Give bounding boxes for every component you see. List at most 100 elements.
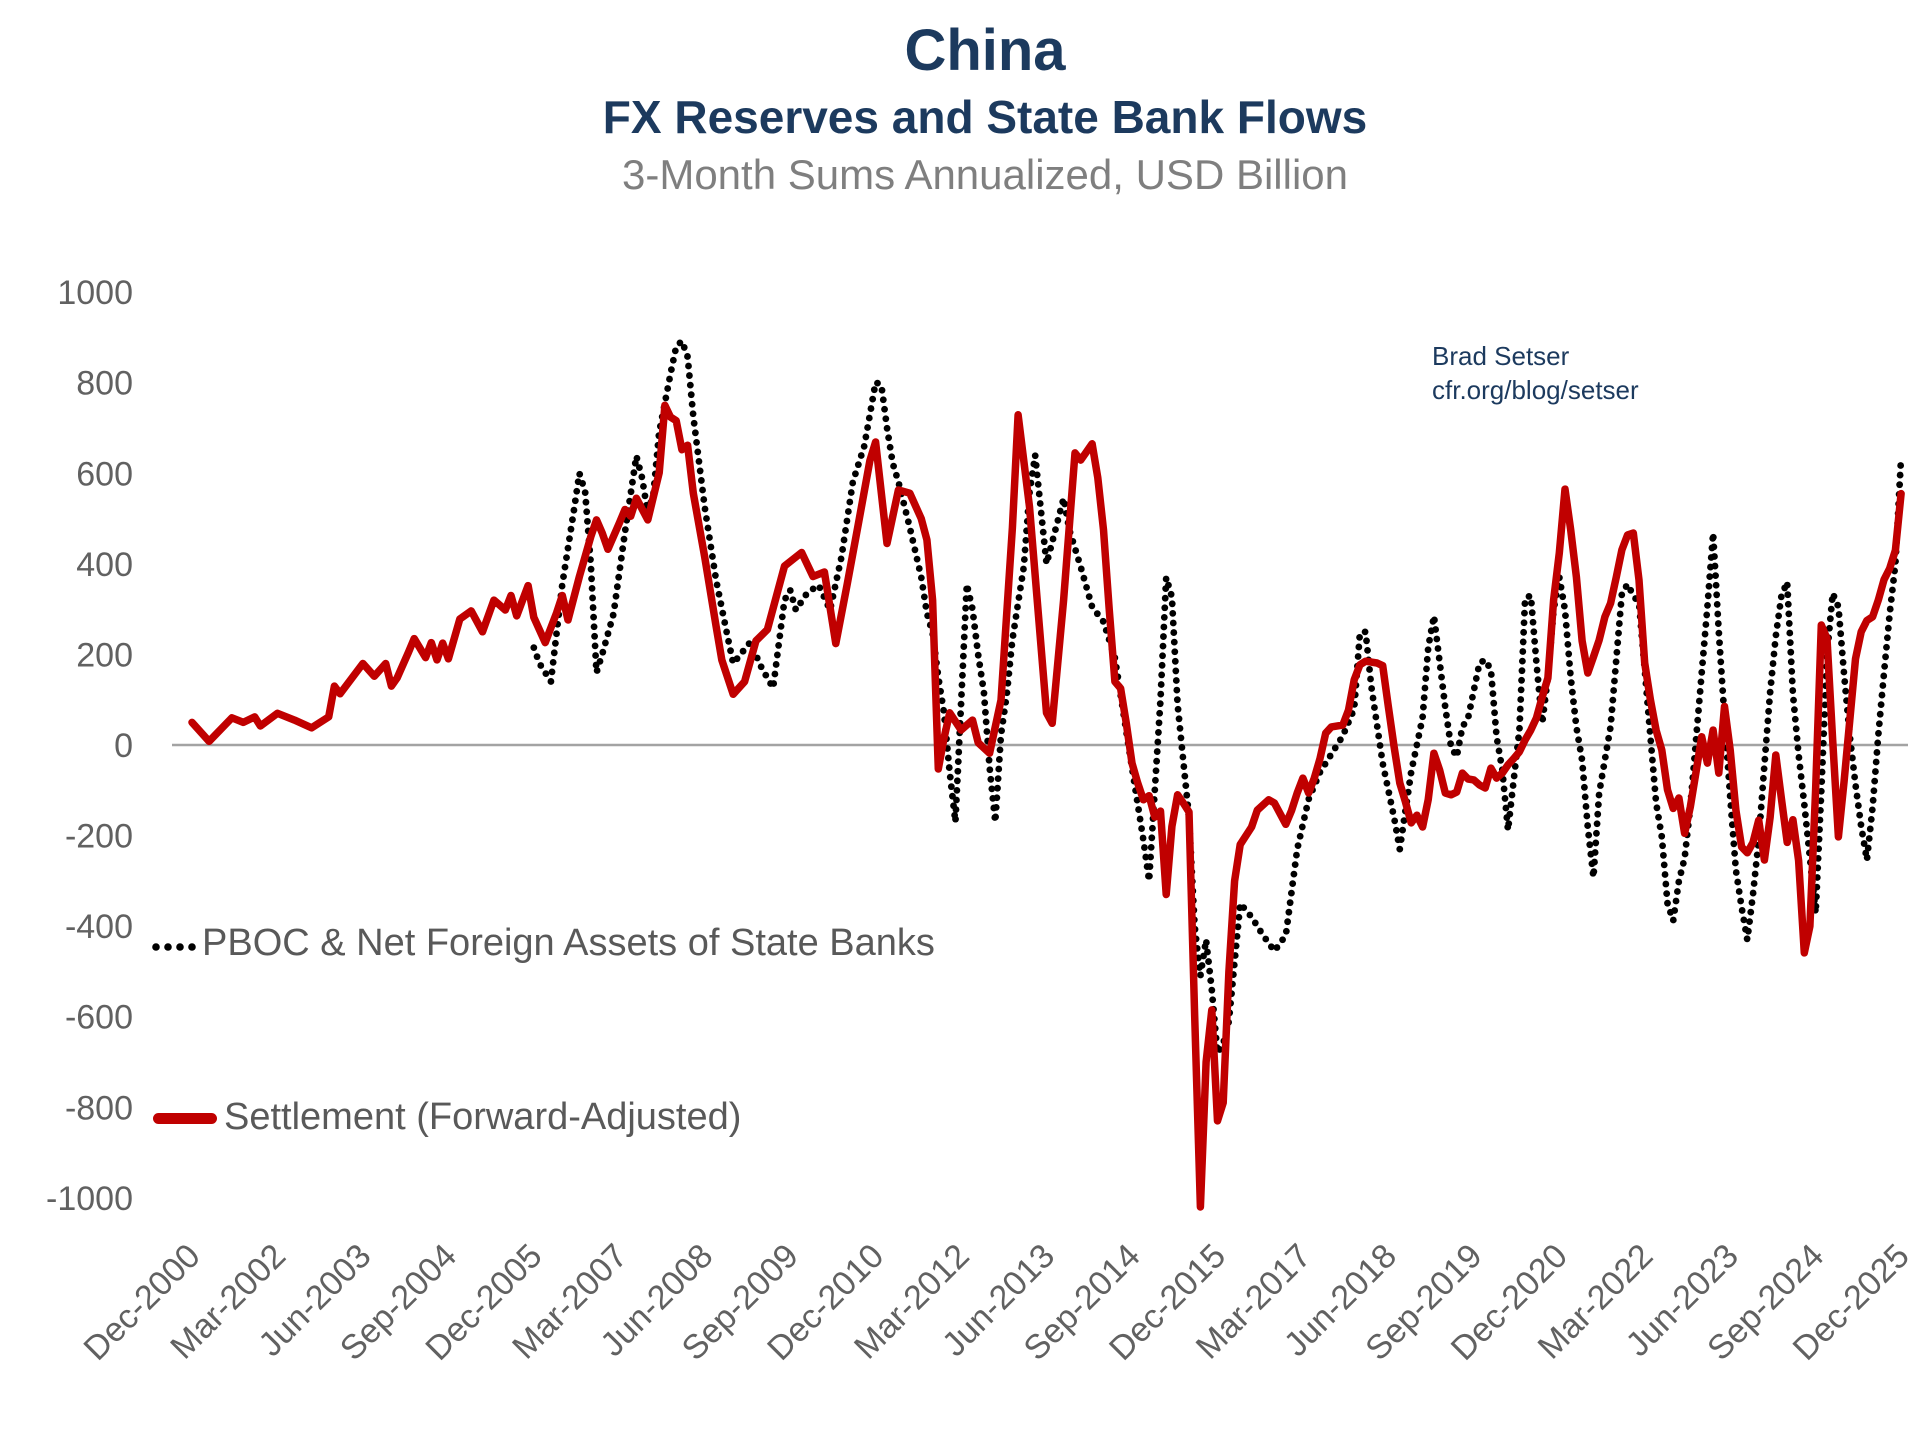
dotted-series-point (547, 678, 555, 685)
dotted-series-point (1817, 797, 1825, 805)
dotted-series-point (1791, 706, 1798, 714)
dotted-series-point (1884, 624, 1892, 632)
dotted-series-point (1034, 480, 1042, 488)
dotted-series-point (985, 756, 993, 764)
dotted-series-point (1251, 919, 1259, 927)
dotted-series-point (1233, 932, 1241, 940)
dotted-series-point (1202, 939, 1210, 946)
dotted-series-point (1710, 543, 1718, 551)
dotted-series-point (696, 467, 704, 475)
dotted-series-point (1022, 536, 1030, 544)
dotted-series-point (1441, 702, 1449, 710)
dotted-series-point (1423, 665, 1430, 673)
dotted-series-point (1713, 591, 1721, 599)
dotted-series-point (1851, 773, 1859, 781)
dotted-series-point (797, 599, 804, 607)
y-tick-label: -400 (65, 908, 133, 946)
dotted-series-point (1373, 723, 1381, 730)
dotted-series-point (1171, 648, 1179, 656)
dotted-series-point (1663, 890, 1671, 897)
dotted-series-point (1606, 725, 1614, 733)
dotted-series-point (1262, 935, 1270, 943)
dotted-series-point (666, 375, 673, 383)
dotted-series-point (1772, 631, 1780, 639)
dotted-series-point (1716, 648, 1724, 656)
dotted-series-point (1740, 916, 1748, 924)
dotted-series-point (954, 758, 962, 766)
dotted-series-point (1488, 680, 1496, 688)
dotted-series-point (713, 581, 721, 589)
dotted-series-point (1435, 654, 1443, 662)
dotted-series-point (676, 339, 684, 347)
dotted-series-point (616, 564, 624, 572)
dotted-series-point (1875, 720, 1883, 728)
dotted-series-point (1836, 620, 1844, 628)
dotted-series-point (1793, 734, 1801, 742)
dotted-series-point (1784, 600, 1792, 608)
dotted-series-point (1650, 775, 1658, 783)
dotted-series-point (1595, 791, 1603, 799)
dotted-series-point (907, 527, 915, 535)
dotted-series-point (1038, 519, 1046, 526)
dotted-series-point (882, 415, 890, 423)
dotted-series-point (745, 640, 753, 648)
dotted-series-point (1609, 696, 1617, 704)
dotted-series-point (721, 619, 729, 626)
dotted-series-point (947, 783, 955, 791)
dotted-series-point (589, 594, 596, 602)
dotted-series-point (1839, 659, 1847, 666)
dotted-series-point (1142, 853, 1150, 861)
dotted-series-point (1713, 600, 1721, 608)
dotted-series-point (592, 652, 599, 659)
dotted-series-point (1305, 795, 1313, 803)
dotted-series-point (957, 700, 965, 708)
dotted-series-point (1289, 880, 1297, 888)
dotted-series-point (1801, 811, 1809, 819)
dotted-series-point (982, 718, 990, 726)
dotted-series-point (1651, 785, 1659, 793)
y-tick-label: 0 (114, 727, 133, 765)
dotted-series-point (638, 473, 646, 481)
dotted-series-point (1439, 683, 1447, 691)
dotted-series-point (1799, 792, 1807, 800)
dotted-series-point (874, 379, 881, 387)
dotted-series-point (1748, 899, 1756, 906)
dotted-series-point (1445, 730, 1453, 738)
dotted-series-point (1570, 698, 1577, 706)
dotted-series-point (1749, 889, 1757, 897)
dotted-series-point (902, 509, 910, 516)
y-tick-label: -200 (65, 818, 133, 856)
dotted-series-point (1872, 768, 1879, 775)
dotted-series-point (687, 391, 695, 399)
dotted-series-point (1532, 647, 1539, 655)
dotted-series-point (1165, 581, 1172, 589)
dotted-series-point (879, 396, 887, 404)
dotted-series-point (920, 593, 928, 601)
dotted-series-point (1615, 620, 1623, 627)
y-tick-label: 1000 (57, 274, 133, 312)
dotted-series-point (1406, 779, 1414, 787)
dotted-series-point (888, 453, 896, 461)
dotted-series-point (1469, 693, 1476, 701)
dotted-series-point (715, 590, 723, 598)
dotted-series-point (1876, 710, 1884, 718)
dotted-series-point (909, 537, 917, 544)
dotted-series-point (711, 572, 719, 579)
dotted-series-point (707, 543, 715, 551)
dotted-series-point (1885, 615, 1893, 623)
dotted-series-point (1172, 667, 1180, 675)
dotted-series-point (839, 546, 847, 553)
dotted-series-point (1491, 718, 1499, 726)
dotted-series-point (895, 481, 903, 488)
dotted-series-point (1590, 868, 1598, 876)
dotted-series-point (1528, 609, 1536, 617)
dotted-series-point (1827, 605, 1835, 613)
dotted-series-point (1752, 861, 1760, 868)
dotted-series-point (1532, 657, 1540, 664)
dotted-series-point (1465, 712, 1472, 720)
dotted-series-point (762, 671, 770, 679)
dotted-series-point (780, 603, 787, 611)
dotted-series-point (1032, 461, 1040, 469)
dotted-series-point (979, 680, 987, 688)
dotted-series-point (1235, 913, 1243, 921)
